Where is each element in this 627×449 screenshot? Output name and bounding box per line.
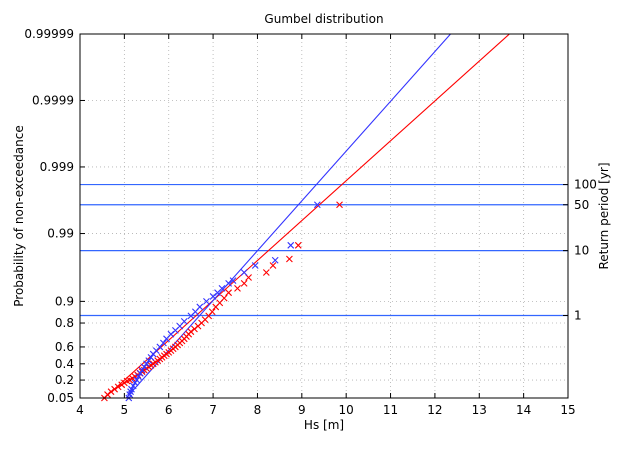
y-axis-ticks: 0.05 0.2 0.4 0.6 0.8 0.9 0.99 0.999 0.9999 0.9999… (24, 27, 85, 405)
y-tick-label: 0.2 (55, 373, 74, 387)
y-tick-label: 0.6 (55, 340, 74, 354)
data-point-1 (196, 303, 204, 311)
data-point-1 (140, 363, 148, 371)
fit-line-1 (125, 33, 451, 399)
x-tick-label: 13 (472, 403, 487, 417)
y-tick-label: 0.9999 (32, 93, 74, 107)
data-point-0 (187, 328, 195, 336)
y-tick-label: 0.05 (47, 391, 74, 405)
chart-title: Gumbel distribution (264, 12, 383, 26)
data-point-1 (313, 201, 321, 209)
y-tick-label: 0.999 (40, 160, 74, 174)
y-tick-label: 0.99999 (24, 27, 74, 41)
data-point-1 (135, 373, 142, 380)
data-point-1 (251, 262, 259, 269)
data-point-0 (225, 289, 233, 297)
x-tick-label: 7 (209, 403, 217, 417)
data-point-0 (220, 294, 228, 302)
return-period-lines (80, 183, 568, 317)
x-axis-title: Hs [m] (304, 418, 344, 432)
y-tick-label: 0.4 (55, 357, 74, 371)
data-point-1 (229, 277, 237, 284)
fit-line-0 (104, 33, 510, 399)
x-axis-ticks: 4 5 6 7 8 9 10 11 12 13 14 15 (76, 34, 576, 417)
x-tick-label: 4 (76, 403, 84, 417)
return-period-label: 10 (574, 244, 589, 258)
return-period-labels: 1 10 50 100 (563, 178, 597, 323)
data-point-1 (136, 369, 144, 377)
y2-axis-title: Return period [yr] (597, 162, 611, 269)
data-point-0 (107, 388, 115, 396)
grid (80, 34, 568, 398)
data-point-0 (111, 385, 118, 393)
y-tick-label: 0.8 (55, 316, 74, 330)
data-point-1 (287, 241, 295, 249)
x-tick-label: 14 (516, 403, 531, 417)
x-tick-label: 10 (339, 403, 354, 417)
data-point-1 (145, 357, 153, 365)
data-point-0 (114, 383, 122, 391)
return-period-label: 100 (574, 178, 597, 192)
x-tick-label: 11 (383, 403, 398, 417)
y-tick-label: 0.9 (55, 294, 74, 308)
data-point-1 (225, 280, 233, 287)
data-point-0 (234, 285, 241, 292)
return-period-label: 1 (574, 309, 582, 323)
data-point-0 (286, 255, 293, 263)
y-axis-title: Probability of non-exceedance (12, 125, 26, 307)
data-point-0 (240, 280, 248, 287)
data-point-1 (138, 366, 146, 374)
data-point-0 (269, 262, 277, 269)
data-point-1 (128, 385, 135, 393)
data-point-1 (203, 297, 210, 305)
plot-background (80, 34, 568, 398)
x-tick-label: 5 (121, 403, 129, 417)
data-point-1 (218, 285, 226, 292)
data-point-0 (262, 269, 270, 276)
data-point-1 (271, 256, 279, 264)
data-point-1 (133, 376, 141, 384)
data-point-1 (180, 317, 188, 325)
x-tick-label: 8 (254, 403, 262, 417)
data-point-1 (143, 360, 150, 368)
data-point-1 (147, 354, 155, 361)
x-tick-label: 12 (427, 403, 442, 417)
data-point-1 (240, 269, 248, 276)
x-tick-label: 15 (560, 403, 575, 417)
y-tick-label: 0.99 (47, 227, 74, 241)
x-tick-label: 6 (165, 403, 173, 417)
x-tick-label: 9 (298, 403, 306, 417)
plot-frame (79, 33, 569, 399)
data-point-0 (294, 241, 302, 249)
data-point-1 (160, 339, 167, 347)
data-point-0 (208, 308, 216, 316)
return-period-label: 50 (574, 198, 589, 212)
fit-lines (104, 33, 510, 399)
data-point-0 (336, 201, 343, 209)
